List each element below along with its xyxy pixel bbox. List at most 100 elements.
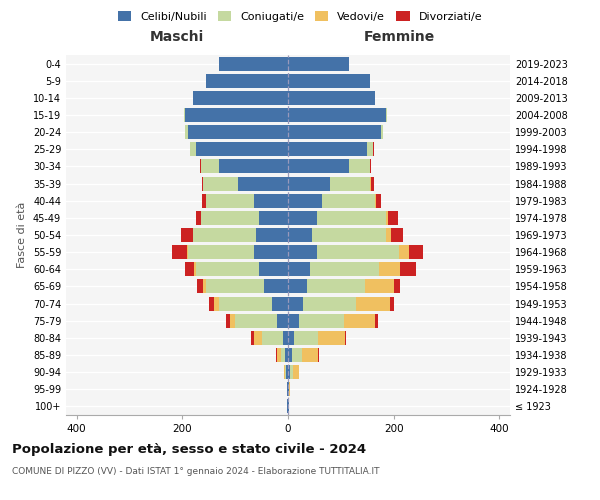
Bar [322, 194, 375, 207]
Bar [312, 228, 386, 242]
Bar [375, 194, 376, 207]
Bar [181, 228, 193, 242]
Bar [286, 365, 288, 379]
Bar [277, 314, 288, 328]
Bar [367, 142, 373, 156]
Bar [373, 142, 374, 156]
Bar [317, 245, 399, 259]
Bar [288, 296, 303, 310]
Bar [272, 296, 288, 310]
Bar [288, 160, 349, 173]
Bar [288, 365, 290, 379]
Bar [288, 142, 367, 156]
Bar [281, 348, 286, 362]
Bar [238, 176, 288, 190]
Bar [226, 314, 230, 328]
Bar [185, 108, 288, 122]
Bar [203, 280, 206, 293]
Bar [317, 348, 319, 362]
Bar [288, 176, 330, 190]
Bar [219, 56, 288, 70]
Bar [206, 194, 254, 207]
Bar [303, 296, 356, 310]
Bar [254, 194, 288, 207]
Bar [203, 176, 238, 190]
Bar [288, 314, 299, 328]
Bar [288, 245, 317, 259]
Bar [394, 280, 400, 293]
Bar [386, 108, 387, 122]
Bar [318, 331, 344, 345]
Bar [288, 262, 310, 276]
Bar [185, 262, 194, 276]
Bar [409, 245, 424, 259]
Bar [286, 348, 288, 362]
Bar [370, 176, 371, 190]
Bar [349, 160, 370, 173]
Bar [288, 108, 386, 122]
Bar [390, 296, 394, 310]
Bar [251, 331, 254, 345]
Legend: Celibi/Nubili, Coniugati/e, Vedovi/e, Divorziati/e: Celibi/Nubili, Coniugati/e, Vedovi/e, Di… [112, 6, 488, 28]
Bar [259, 211, 288, 225]
Bar [202, 194, 206, 207]
Bar [197, 280, 203, 293]
Bar [288, 74, 370, 88]
Bar [356, 296, 390, 310]
Y-axis label: Fasce di età: Fasce di età [17, 202, 27, 268]
Bar [379, 262, 400, 276]
Bar [293, 365, 299, 379]
Bar [184, 108, 185, 122]
Bar [284, 365, 286, 379]
Bar [172, 245, 187, 259]
Bar [310, 262, 379, 276]
Bar [193, 91, 288, 105]
Bar [230, 314, 235, 328]
Bar [289, 382, 290, 396]
Bar [206, 280, 264, 293]
Bar [386, 211, 388, 225]
Bar [196, 211, 201, 225]
Bar [288, 331, 295, 345]
Bar [262, 331, 283, 345]
Bar [400, 262, 416, 276]
Bar [371, 176, 374, 190]
Bar [254, 331, 262, 345]
Bar [219, 160, 288, 173]
Bar [196, 142, 288, 156]
Bar [188, 125, 288, 139]
Bar [307, 280, 365, 293]
Bar [376, 194, 380, 207]
Bar [295, 331, 318, 345]
Bar [276, 348, 277, 362]
Bar [235, 314, 277, 328]
Bar [288, 348, 292, 362]
Bar [317, 211, 386, 225]
Text: COMUNE DI PIZZO (VV) - Dati ISTAT 1° gennaio 2024 - Elaborazione TUTTITALIA.IT: COMUNE DI PIZZO (VV) - Dati ISTAT 1° gen… [12, 468, 380, 476]
Bar [194, 262, 196, 276]
Bar [370, 160, 371, 173]
Bar [201, 211, 259, 225]
Bar [283, 331, 288, 345]
Bar [288, 56, 349, 70]
Bar [292, 348, 302, 362]
Bar [264, 280, 288, 293]
Text: Femmine: Femmine [364, 30, 434, 44]
Bar [380, 125, 383, 139]
Bar [288, 125, 380, 139]
Text: Maschi: Maschi [150, 30, 204, 44]
Text: Popolazione per età, sesso e stato civile - 2024: Popolazione per età, sesso e stato civil… [12, 442, 366, 456]
Bar [344, 331, 346, 345]
Bar [219, 296, 272, 310]
Bar [288, 280, 307, 293]
Bar [391, 228, 403, 242]
Bar [209, 296, 214, 310]
Bar [290, 365, 293, 379]
Bar [202, 176, 203, 190]
Bar [187, 245, 188, 259]
Bar [365, 280, 394, 293]
Bar [254, 245, 288, 259]
Bar [388, 211, 398, 225]
Bar [193, 228, 256, 242]
Bar [375, 314, 378, 328]
